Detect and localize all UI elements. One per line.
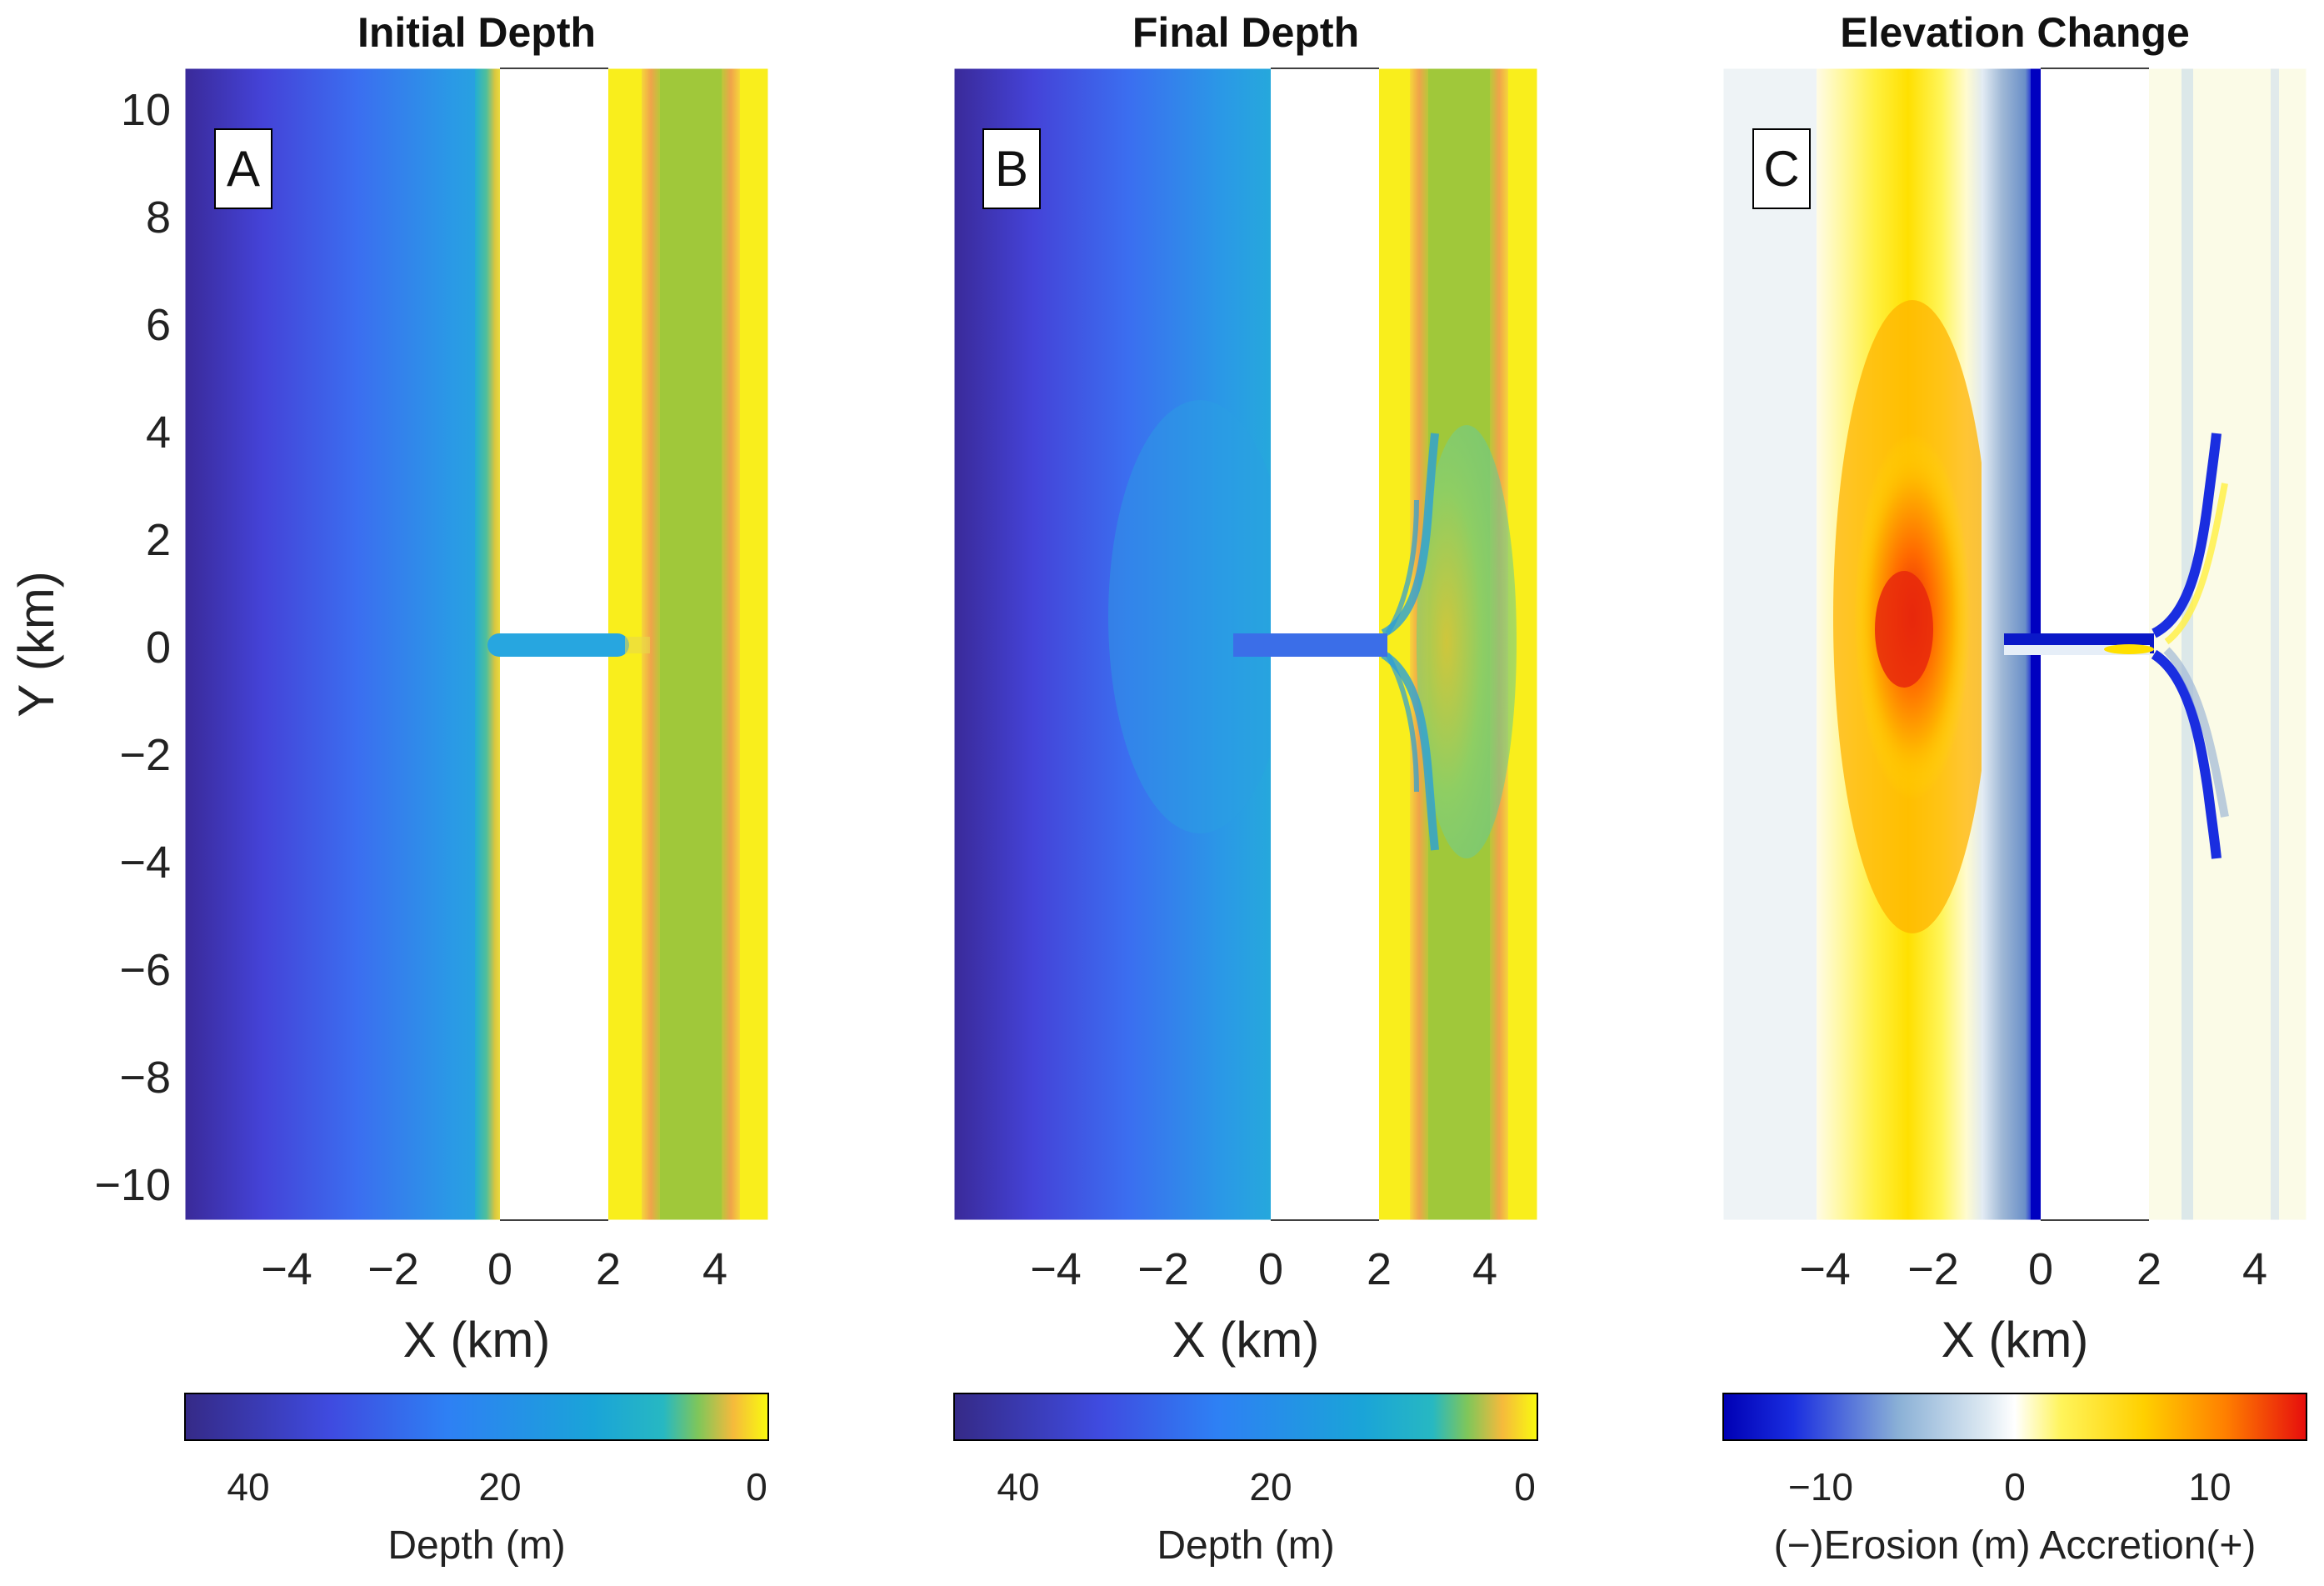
panel-b-flood-delta (1417, 425, 1517, 858)
colorbar-tick: 20 (478, 1465, 521, 1508)
y-tick: 4 (146, 408, 171, 458)
x-tick: 0 (2028, 1244, 2053, 1294)
y-tick: −4 (119, 838, 171, 888)
panel-b-x-axis: −4 −2 0 2 4 X (km) (1030, 1244, 1497, 1368)
x-tick: −2 (1137, 1244, 1189, 1294)
y-tick: 10 (121, 85, 171, 135)
panel-b-ebb-plume (1108, 400, 1292, 833)
panel-a-colorbar: 40 20 0 Depth (m) (184, 1393, 769, 1568)
panel-a-x-axis: −4 −2 0 2 4 X (km) (261, 1244, 727, 1368)
colorbar-tick: 0 (1514, 1465, 1536, 1508)
y-tick: −2 (119, 730, 171, 780)
y-tick: 2 (146, 515, 171, 565)
colorbar-bar (1722, 1393, 2307, 1441)
colorbar-tick: 10 (2188, 1465, 2231, 1508)
panel-c-colorbar: −10 0 10 (−)Erosion (m) Accretion(+) (1722, 1393, 2307, 1568)
colorbar-label: Depth (m) (387, 1523, 565, 1568)
colorbar-tick: 40 (997, 1465, 1039, 1508)
colorbar-label: Depth (m) (1157, 1523, 1334, 1568)
panel-c-title: Elevation Change (1840, 9, 2190, 56)
panel-b-colorbar: 40 20 0 Depth (m) (953, 1393, 1538, 1568)
panel-c: Elevation Change C (1722, 9, 2307, 1568)
panel-c-letter: C (1763, 141, 1799, 197)
panel-a-title: Initial Depth (357, 9, 596, 56)
y-tick: 8 (146, 193, 171, 243)
colorbar-bar (184, 1393, 769, 1441)
panel-b-inlet-channel (1233, 633, 1387, 657)
colorbar-label: (−)Erosion (m) Accretion(+) (1774, 1523, 2257, 1568)
panel-b-title: Final Depth (1132, 9, 1359, 56)
y-tick: 0 (146, 623, 171, 673)
x-axis-label: X (km) (1172, 1312, 1320, 1368)
panel-c-letter-box (1752, 128, 1811, 209)
y-tick: −10 (94, 1160, 171, 1210)
panel-b-plot: B (953, 68, 1538, 1221)
panel-b-deep-water (954, 68, 1271, 1220)
colorbar-tick: 0 (746, 1465, 767, 1508)
x-axis-label: X (km) (403, 1312, 551, 1368)
colorbar-tick: 20 (1249, 1465, 1292, 1508)
y-tick: −8 (119, 1053, 171, 1103)
panel-b-letter-box (982, 128, 1041, 209)
y-axis-label: Y (km) (8, 571, 64, 718)
y-tick: −6 (119, 945, 171, 995)
x-tick: 0 (1258, 1244, 1283, 1294)
panel-a-letter-box (214, 128, 272, 209)
x-tick: 2 (1367, 1244, 1392, 1294)
x-tick: 0 (487, 1244, 512, 1294)
colorbar-bar (953, 1393, 1538, 1441)
panel-a-inlet-channel (487, 633, 629, 657)
colorbar-tick: 0 (2004, 1465, 2026, 1508)
colorbar-tick: −10 (1788, 1465, 1853, 1508)
panel-a-mainland-shoal (740, 68, 768, 1220)
x-tick: 2 (2137, 1244, 2162, 1294)
x-tick: 2 (596, 1244, 621, 1294)
x-tick: 4 (2242, 1244, 2267, 1294)
panel-a: Initial Depth A 10 8 6 4 2 0 −2 − (8, 9, 769, 1568)
y-tick: 6 (146, 300, 171, 350)
panel-a-deep-water (185, 68, 498, 1220)
x-tick: 4 (1472, 1244, 1497, 1294)
panel-a-y-axis: 10 8 6 4 2 0 −2 −4 −6 −8 −10 Y (km) (8, 85, 171, 1210)
x-tick: −2 (367, 1244, 419, 1294)
x-axis-label: X (km) (1942, 1312, 2089, 1368)
x-tick: 4 (702, 1244, 727, 1294)
x-tick: −4 (1030, 1244, 1082, 1294)
x-tick: −4 (261, 1244, 312, 1294)
panel-a-letter: A (227, 141, 260, 197)
panel-b-letter: B (995, 141, 1028, 197)
panel-c-plot: C (1722, 68, 2307, 1221)
panel-c-x-axis: −4 −2 0 2 4 X (km) (1799, 1244, 2267, 1368)
x-tick: −2 (1907, 1244, 1959, 1294)
panel-a-lagoon (660, 68, 725, 1220)
panel-b: Final Depth B −4 −2 0 2 (953, 9, 1538, 1568)
x-tick: −4 (1799, 1244, 1851, 1294)
colorbar-tick: 40 (227, 1465, 269, 1508)
panel-a-plot: A (184, 68, 769, 1221)
